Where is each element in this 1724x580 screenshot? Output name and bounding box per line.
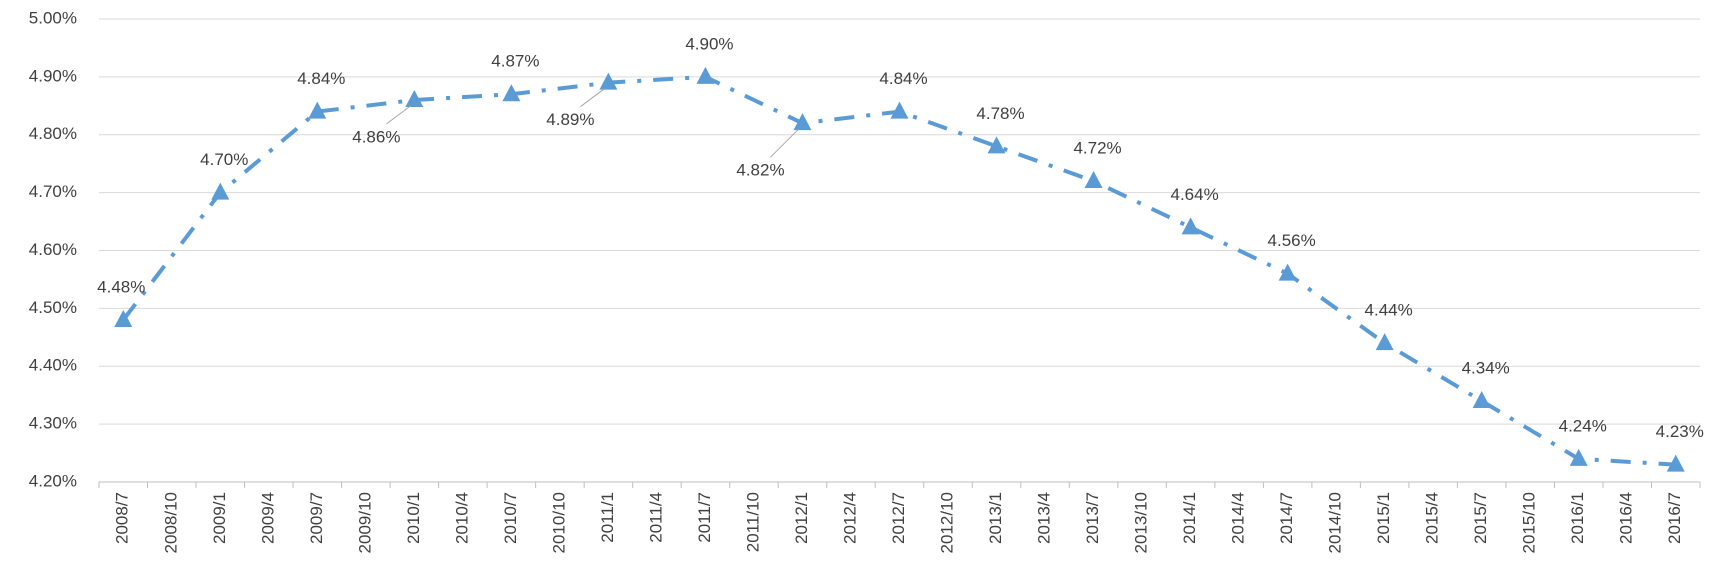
x-tick-label: 2011/7 xyxy=(695,492,714,543)
data-label: 4.78% xyxy=(976,104,1024,123)
data-label: 4.56% xyxy=(1268,231,1316,250)
marker xyxy=(987,136,1006,154)
x-tick-label: 2014/4 xyxy=(1229,492,1248,544)
x-tick-label: 2013/4 xyxy=(1035,492,1054,544)
data-label: 4.89% xyxy=(546,110,594,129)
x-tick-label: 2013/10 xyxy=(1132,492,1151,553)
leader-line xyxy=(580,88,605,108)
data-label: 4.44% xyxy=(1365,301,1413,320)
data-label: 4.72% xyxy=(1073,139,1121,158)
x-tick-label: 2016/4 xyxy=(1617,492,1636,544)
marker xyxy=(1375,333,1394,351)
x-tick-label: 2012/1 xyxy=(792,492,811,544)
x-tick-label: 2013/1 xyxy=(986,492,1005,544)
data-label: 4.90% xyxy=(685,34,733,53)
marker xyxy=(308,101,327,119)
data-label: 4.87% xyxy=(491,52,539,71)
x-tick-label: 2008/10 xyxy=(161,492,180,553)
marker xyxy=(1181,217,1200,235)
x-tick-label: 2014/1 xyxy=(1180,492,1199,544)
marker xyxy=(696,66,715,84)
data-label: 4.34% xyxy=(1462,358,1510,377)
x-tick-label: 2014/10 xyxy=(1326,492,1345,553)
marker xyxy=(890,101,909,119)
y-tick-label: 4.70% xyxy=(29,182,77,201)
x-tick-label: 2010/10 xyxy=(549,492,568,553)
marker xyxy=(502,84,521,102)
data-label: 4.24% xyxy=(1559,416,1607,435)
x-tick-label: 2009/4 xyxy=(258,492,277,544)
data-label: 4.86% xyxy=(352,128,400,147)
marker xyxy=(211,182,230,200)
x-tick-label: 2012/4 xyxy=(840,492,859,544)
x-tick-label: 2008/7 xyxy=(113,492,132,544)
x-tick-label: 2009/1 xyxy=(210,492,229,544)
y-tick-label: 4.60% xyxy=(29,240,77,259)
marker xyxy=(1666,454,1685,472)
marker xyxy=(1472,390,1491,408)
data-label: 4.70% xyxy=(200,150,248,169)
x-tick-label: 2015/4 xyxy=(1423,492,1442,544)
y-tick-label: 5.00% xyxy=(29,8,77,27)
marker xyxy=(793,113,812,131)
x-tick-label: 2016/1 xyxy=(1568,492,1587,544)
x-tick-label: 2015/1 xyxy=(1374,492,1393,544)
data-label: 4.64% xyxy=(1170,185,1218,204)
marker xyxy=(405,90,424,108)
x-tick-label: 2010/4 xyxy=(452,492,471,544)
data-label: 4.23% xyxy=(1656,422,1704,441)
x-tick-label: 2011/1 xyxy=(598,492,617,543)
x-tick-label: 2010/1 xyxy=(404,492,423,544)
marker xyxy=(114,309,133,327)
x-tick-label: 2011/10 xyxy=(743,492,762,552)
marker xyxy=(1278,263,1297,281)
x-tick-label: 2010/7 xyxy=(501,492,520,544)
leader-line xyxy=(770,128,799,158)
y-tick-label: 4.50% xyxy=(29,298,77,317)
y-tick-label: 4.20% xyxy=(29,471,77,490)
marker xyxy=(1569,448,1588,466)
x-tick-label: 2012/10 xyxy=(937,492,956,553)
x-tick-label: 2015/7 xyxy=(1471,492,1490,544)
y-tick-label: 4.40% xyxy=(29,356,77,375)
y-tick-label: 4.90% xyxy=(29,66,77,85)
x-tick-label: 2012/7 xyxy=(889,492,908,544)
data-label: 4.48% xyxy=(97,277,145,296)
leader-line xyxy=(386,105,411,125)
x-tick-label: 2009/10 xyxy=(355,492,374,553)
marker xyxy=(1084,171,1103,189)
x-tick-label: 2011/4 xyxy=(646,492,665,543)
y-tick-label: 4.30% xyxy=(29,414,77,433)
data-label: 4.82% xyxy=(736,161,784,180)
x-tick-label: 2013/7 xyxy=(1083,492,1102,544)
y-tick-label: 4.80% xyxy=(29,124,77,143)
marker xyxy=(599,72,618,90)
x-tick-label: 2009/7 xyxy=(307,492,326,544)
data-label: 4.84% xyxy=(879,69,927,88)
x-tick-label: 2014/7 xyxy=(1277,492,1296,544)
data-label: 4.84% xyxy=(297,69,345,88)
x-tick-label: 2016/7 xyxy=(1665,492,1684,544)
x-tick-label: 2015/10 xyxy=(1520,492,1539,553)
